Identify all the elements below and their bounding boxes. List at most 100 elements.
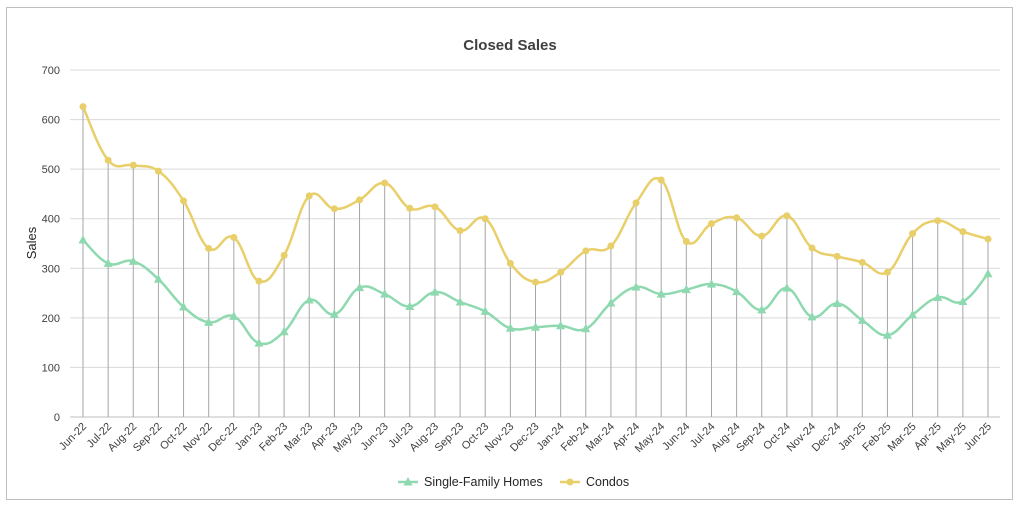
data-point (682, 238, 690, 246)
chart-frame (6, 7, 1013, 500)
data-point (430, 287, 440, 296)
data-point (732, 286, 742, 296)
data-point (179, 301, 189, 311)
data-point (833, 252, 841, 260)
data-point (129, 161, 137, 169)
series-condos (79, 103, 992, 286)
data-point (882, 330, 892, 339)
y-tick-labels: 0 100 200 300 400 500 600 700 (42, 65, 60, 424)
y-tick-label: 200 (42, 313, 60, 325)
legend-marker (403, 477, 413, 486)
data-point (757, 304, 767, 314)
data-point (632, 199, 640, 207)
drop-lines (82, 106, 989, 417)
data-point (857, 315, 867, 324)
data-point (481, 215, 489, 223)
data-point (581, 323, 591, 333)
data-point (205, 244, 213, 252)
data-point (405, 301, 415, 310)
data-point (883, 268, 891, 276)
data-point (707, 220, 715, 228)
data-point (79, 103, 87, 111)
data-point (657, 176, 665, 184)
data-point (807, 311, 817, 321)
data-point (832, 298, 842, 307)
x-tick-label: Jun-25 (962, 421, 994, 453)
data-point (959, 228, 967, 236)
data-point (606, 297, 616, 307)
data-point (455, 296, 465, 306)
x-tick-label: Jun-22 (57, 421, 89, 453)
x-tick-label: Dec-24 (810, 421, 844, 455)
x-tick-label: Jun-23 (359, 421, 391, 453)
series-lines (78, 103, 993, 347)
data-point (431, 203, 439, 211)
x-tick-label: Mar-25 (886, 421, 919, 454)
data-point (128, 256, 138, 265)
x-tick-label: Mar-24 (584, 421, 617, 454)
y-tick-label: 0 (54, 412, 60, 424)
data-point (909, 230, 917, 238)
data-point (505, 323, 515, 332)
data-point (406, 204, 414, 212)
data-point (681, 284, 691, 294)
y-tick-label: 300 (42, 263, 60, 275)
data-point (556, 320, 566, 330)
y-tick-label: 500 (42, 164, 60, 176)
data-point (229, 311, 239, 320)
data-point (104, 156, 112, 164)
x-tick-label: Sep-22 (131, 421, 165, 455)
legend-label: Condos (586, 475, 629, 489)
data-point (782, 283, 792, 292)
data-point (153, 274, 163, 283)
data-point (103, 258, 113, 267)
x-tick-label: Sep-23 (433, 421, 467, 455)
data-point (280, 251, 288, 259)
x-tick-labels: Jun-22Jul-22Aug-22Sep-22Oct-22Nov-22Dec-… (57, 421, 994, 455)
data-point (356, 196, 364, 204)
data-point (305, 192, 313, 200)
y-tick-label: 400 (42, 214, 60, 226)
data-point (908, 309, 918, 319)
data-point (230, 234, 238, 242)
data-point (506, 259, 514, 267)
legend-item: Condos (560, 475, 629, 489)
data-point (255, 277, 263, 285)
data-point (582, 247, 590, 255)
x-tick-label: Dec-22 (206, 421, 240, 455)
data-point (532, 278, 539, 286)
data-point (808, 244, 816, 252)
data-point (733, 214, 741, 222)
legend-item: Single-Family Homes (398, 475, 543, 489)
legend-marker (566, 478, 574, 486)
data-point (254, 338, 264, 347)
legend-label: Single-Family Homes (424, 475, 543, 489)
data-point (656, 289, 666, 298)
data-point (858, 258, 866, 266)
x-tick-label: Sep-24 (734, 421, 768, 455)
data-point (706, 279, 716, 288)
data-point (204, 317, 214, 326)
data-point (480, 306, 490, 315)
data-point (631, 282, 641, 291)
data-point (304, 295, 314, 304)
x-tick-label: Dec-23 (508, 421, 542, 455)
y-axis-title: Sales (24, 226, 39, 259)
data-point (933, 292, 943, 302)
data-point (984, 235, 992, 243)
data-point (607, 242, 615, 250)
legend: Single-Family Homes Condos (398, 475, 629, 489)
y-tick-label: 100 (42, 362, 60, 374)
data-point (329, 309, 339, 318)
chart-title: Closed Sales (463, 37, 556, 54)
data-point (279, 326, 289, 336)
gridlines (70, 69, 1000, 418)
data-point (557, 268, 565, 276)
data-point (783, 212, 791, 220)
data-point (78, 235, 88, 244)
data-point (330, 205, 338, 213)
data-point (355, 282, 365, 292)
y-tick-label: 700 (42, 65, 60, 77)
data-point (983, 268, 993, 278)
